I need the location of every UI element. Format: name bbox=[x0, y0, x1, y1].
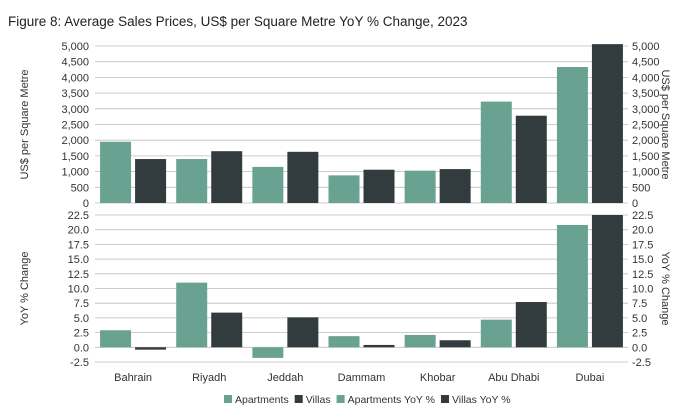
price-ytick-right: 5,000 bbox=[632, 41, 660, 53]
yoy-ytick-left: 12.5 bbox=[68, 269, 89, 281]
chart-title: Figure 8: Average Sales Prices, US$ per … bbox=[8, 14, 468, 29]
yoy-ytick-right: 5.0 bbox=[632, 313, 647, 325]
legend-label: Villas bbox=[306, 394, 331, 406]
price-ytick-right: 3,500 bbox=[632, 88, 660, 100]
yoy-ylabel-left: YoY % Change bbox=[19, 251, 31, 325]
yoy-bar-jeddah-villas bbox=[287, 317, 319, 348]
yoy-bar-dubai-villas bbox=[591, 215, 623, 348]
price-bar-dammam-villas bbox=[363, 169, 395, 203]
price-ylabel-left: US$ per Square Metre bbox=[19, 69, 31, 179]
category-label: Jeddah bbox=[267, 372, 303, 384]
yoy-ytick-right: 15.0 bbox=[632, 254, 653, 266]
price-bar-riyadh-villas bbox=[211, 151, 243, 203]
price-ytick-left: 4,000 bbox=[61, 72, 89, 84]
category-label: Dammam bbox=[338, 372, 386, 384]
yoy-ytick-left: 20.0 bbox=[68, 225, 89, 237]
yoy-ytick-left: 7.5 bbox=[74, 298, 89, 310]
price-bar-abu-dhabi-villas bbox=[515, 115, 547, 203]
yoy-ytick-left: 17.5 bbox=[68, 239, 89, 251]
yoy-bar-khobar-apartments bbox=[404, 334, 436, 348]
price-bar-dubai-villas bbox=[591, 44, 623, 204]
yoy-bar-dammam-villas bbox=[363, 344, 395, 348]
legend-swatch bbox=[294, 395, 303, 403]
price-bar-bahrain-apartments bbox=[100, 141, 132, 203]
yoy-bar-bahrain-villas bbox=[135, 347, 167, 350]
legend-label: Villas YoY % bbox=[452, 394, 511, 406]
yoy-ytick-left: 15.0 bbox=[68, 254, 89, 266]
yoy-bar-riyadh-villas bbox=[211, 312, 243, 348]
price-bar-khobar-apartments bbox=[404, 170, 436, 203]
legend-swatch bbox=[336, 395, 345, 403]
yoy-ytick-right: 0.0 bbox=[632, 342, 647, 354]
yoy-ytick-left: 5.0 bbox=[74, 313, 89, 325]
category-label: Dubai bbox=[576, 372, 605, 384]
price-ytick-left: 3,000 bbox=[61, 104, 89, 116]
price-ytick-right: 3,000 bbox=[632, 104, 660, 116]
price-ytick-left: 500 bbox=[71, 182, 89, 194]
yoy-ytick-left: 2.5 bbox=[74, 328, 89, 340]
price-ytick-left: 2,500 bbox=[61, 120, 89, 132]
price-ytick-right: 4,500 bbox=[632, 57, 660, 69]
category-label: Bahrain bbox=[114, 372, 152, 384]
yoy-ytick-right: 2.5 bbox=[632, 328, 647, 340]
legend-swatch bbox=[440, 395, 449, 403]
yoy-ylabel-right: YoY % Change bbox=[659, 251, 671, 325]
price-bar-abu-dhabi-apartments bbox=[480, 101, 512, 203]
yoy-bar-khobar-villas bbox=[439, 340, 471, 348]
price-bar-dubai-apartments bbox=[556, 67, 588, 204]
category-label: Abu Dhabi bbox=[488, 372, 539, 384]
yoy-ytick-right: 10.0 bbox=[632, 284, 653, 296]
yoy-ytick-left: 0.0 bbox=[74, 342, 89, 354]
yoy-ytick-right: 22.5 bbox=[632, 210, 653, 222]
yoy-ytick-left: 22.5 bbox=[68, 210, 89, 222]
price-ytick-left: 1,000 bbox=[61, 167, 89, 179]
yoy-bar-abu-dhabi-apartments bbox=[480, 319, 512, 348]
price-ytick-right: 0 bbox=[632, 198, 638, 210]
price-ytick-left: 5,000 bbox=[61, 41, 89, 53]
price-ytick-left: 3,500 bbox=[61, 88, 89, 100]
yoy-ytick-right: -2.5 bbox=[632, 357, 651, 369]
yoy-ytick-right: 7.5 bbox=[632, 298, 647, 310]
category-label: Riyadh bbox=[192, 372, 226, 384]
yoy-bar-bahrain-apartments bbox=[100, 330, 132, 348]
price-ytick-left: 1,500 bbox=[61, 151, 89, 163]
yoy-bar-dammam-apartments bbox=[328, 336, 360, 348]
yoy-ytick-right: 12.5 bbox=[632, 269, 653, 281]
yoy-bar-riyadh-apartments bbox=[176, 282, 208, 348]
price-bar-bahrain-villas bbox=[135, 159, 167, 203]
yoy-ytick-left: -2.5 bbox=[70, 357, 89, 369]
legend-label: Apartments YoY % bbox=[348, 394, 435, 406]
price-ytick-right: 2,000 bbox=[632, 135, 660, 147]
price-bar-khobar-villas bbox=[439, 169, 471, 203]
price-ytick-right: 1,000 bbox=[632, 167, 660, 179]
yoy-bar-abu-dhabi-villas bbox=[515, 302, 547, 348]
legend-label: Apartments bbox=[235, 394, 289, 406]
price-ytick-left: 2,000 bbox=[61, 135, 89, 147]
yoy-ytick-left: 10.0 bbox=[68, 284, 89, 296]
price-bar-jeddah-villas bbox=[287, 151, 319, 203]
price-ytick-right: 2,500 bbox=[632, 120, 660, 132]
yoy-ytick-right: 17.5 bbox=[632, 239, 653, 251]
price-bar-jeddah-apartments bbox=[252, 166, 284, 203]
price-bar-riyadh-apartments bbox=[176, 159, 208, 203]
price-ylabel-right: US$ per Square Metre bbox=[659, 69, 671, 179]
price-ytick-right: 4,000 bbox=[632, 72, 660, 84]
category-label: Khobar bbox=[420, 372, 456, 384]
price-ytick-left: 4,500 bbox=[61, 57, 89, 69]
price-ytick-left: 0 bbox=[83, 198, 89, 210]
price-ytick-right: 500 bbox=[632, 182, 650, 194]
price-bar-dammam-apartments bbox=[328, 175, 360, 203]
yoy-bar-jeddah-apartments bbox=[252, 347, 284, 358]
yoy-ytick-right: 20.0 bbox=[632, 225, 653, 237]
legend-swatch bbox=[224, 395, 232, 403]
yoy-bar-dubai-apartments bbox=[556, 224, 588, 348]
price-ytick-right: 1,500 bbox=[632, 151, 660, 163]
